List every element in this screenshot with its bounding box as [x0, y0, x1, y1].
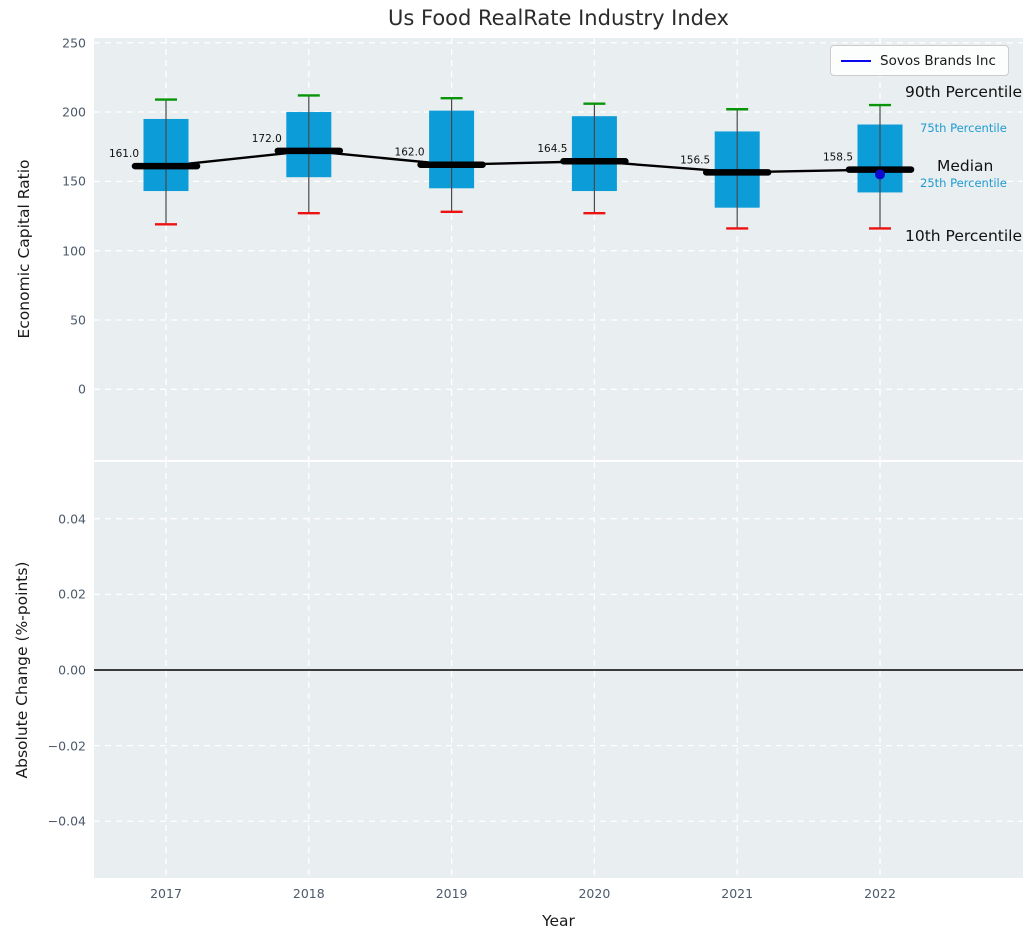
y-axis-label-top: Economic Capital Ratio [15, 159, 33, 339]
tick-label: 250 [62, 35, 86, 51]
tick-label: 200 [62, 104, 86, 120]
legend: Sovos Brands Inc [830, 45, 1009, 76]
tick-label: 150 [62, 173, 86, 189]
tick-label: 0.02 [58, 586, 86, 602]
tick-label: −0.02 [47, 738, 86, 754]
tick-label: 0.00 [58, 662, 86, 678]
svg-text:172.0: 172.0 [252, 133, 282, 145]
svg-text:162.0: 162.0 [395, 147, 425, 159]
annotation-25th-percentile: 25th Percentile [920, 176, 1007, 190]
tick-label: −0.04 [47, 813, 86, 829]
tick-label: 2022 [864, 886, 896, 901]
change-canvas [94, 462, 1023, 878]
tick-label: 2018 [292, 886, 325, 901]
svg-text:158.5: 158.5 [823, 152, 853, 164]
annotation-10th-percentile: 10th Percentile [905, 227, 1023, 245]
y-axis-label-bottom: Absolute Change (%-points) [13, 561, 31, 779]
chart-title: Us Food RealRate Industry Index [388, 6, 729, 30]
tick-label: 2017 [150, 886, 182, 901]
svg-text:156.5: 156.5 [680, 154, 710, 166]
annotation-90th-percentile: 90th Percentile [905, 83, 1023, 101]
tick-label: 100 [62, 243, 86, 259]
tick-label: 2021 [721, 886, 754, 901]
legend-line-swatch-icon [841, 59, 871, 62]
tick-label: 2019 [435, 886, 468, 901]
top-axes-economic-capital-ratio: 161.0 172.0 162.0 164.5 156.5 158.5 Sovos Bra… [94, 38, 1023, 460]
tick-label: 0.04 [58, 511, 86, 527]
legend-label: Sovos Brands Inc [880, 52, 996, 69]
svg-text:161.0: 161.0 [109, 148, 139, 160]
tick-label: 0 [78, 381, 86, 397]
boxplot-canvas: 161.0 172.0 162.0 164.5 156.5 158.5 [94, 38, 1023, 460]
x-axis-label: Year [542, 912, 575, 930]
annotation-75th-percentile: 75th Percentile [920, 121, 1007, 135]
tick-label: 2020 [578, 886, 611, 901]
svg-text:164.5: 164.5 [537, 143, 567, 155]
bottom-axes-absolute-change [94, 462, 1023, 878]
annotation-median: Median [937, 157, 994, 175]
tick-label: 50 [70, 312, 86, 328]
